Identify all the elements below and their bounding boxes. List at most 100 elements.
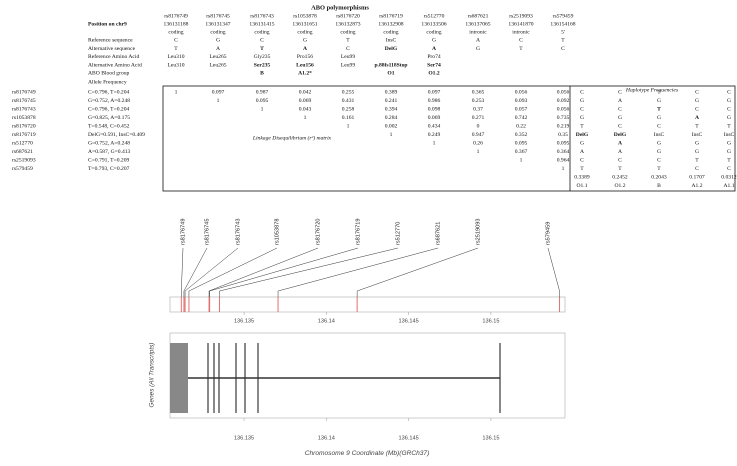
haplotype-allele: T bbox=[657, 89, 661, 95]
haplotype-allele: C bbox=[727, 106, 731, 112]
haplotype-allele: C bbox=[618, 157, 622, 163]
ld-row-snp: rs2519093 bbox=[12, 157, 36, 163]
cell: T bbox=[561, 38, 565, 44]
cell: coding bbox=[426, 29, 441, 35]
ld-value: 0.056 bbox=[557, 106, 570, 112]
ld-value: 1 bbox=[562, 166, 565, 172]
cell: 136132873 bbox=[335, 21, 360, 27]
haplotype-title: Haplotype Frequencies bbox=[625, 87, 678, 93]
haplotype-allele: A bbox=[580, 149, 584, 155]
ld-value: 1 bbox=[520, 157, 523, 163]
haplotype-allele: G bbox=[727, 115, 731, 121]
ld-value: 0.947 bbox=[472, 132, 485, 138]
ld-value: 0.26 bbox=[473, 140, 483, 146]
haplotype-allele: C bbox=[695, 166, 699, 172]
cell: Leu99 bbox=[341, 54, 355, 60]
cell: InsC bbox=[386, 38, 397, 44]
cell: Leu156 bbox=[296, 62, 314, 68]
ld-matrix-label: Linkage Disequilibrium (r²) matrix bbox=[252, 134, 332, 141]
snp-header: rs687621 bbox=[468, 13, 489, 19]
ld-value: 0.22 bbox=[516, 123, 526, 129]
cell: 136131188 bbox=[164, 21, 189, 27]
ld-value: 0.043 bbox=[299, 106, 312, 112]
haplotype-allele: G bbox=[695, 140, 699, 146]
ld-value: 0.069 bbox=[299, 98, 312, 104]
haplotype-frequency: 0.0312 bbox=[721, 174, 737, 180]
x-tick-label: 136.14 bbox=[318, 318, 335, 324]
snp-connector bbox=[209, 247, 359, 297]
cell: 136141870 bbox=[508, 21, 533, 27]
haplotype-allele: A bbox=[695, 115, 699, 121]
haplotype-allele: T bbox=[580, 123, 584, 129]
haplotype-allele: G bbox=[657, 115, 661, 121]
cell: 136132908 bbox=[378, 21, 403, 27]
ld-value: 0.042 bbox=[299, 89, 312, 95]
ld-value: 0.964 bbox=[557, 157, 570, 163]
x-tick-label: 136.15 bbox=[482, 435, 499, 441]
cell: coding bbox=[254, 29, 269, 35]
snp-connector bbox=[183, 247, 208, 297]
exon-block bbox=[170, 343, 188, 413]
haplotype-name: O1.2 bbox=[614, 183, 625, 189]
cell: T bbox=[260, 46, 264, 52]
x-tick-label: 136.135 bbox=[234, 318, 254, 324]
snp-header: rs8176719 bbox=[379, 13, 403, 19]
cell: 136131651 bbox=[292, 21, 317, 27]
haplotype-name: A1.1 bbox=[723, 183, 734, 189]
ld-value: 0.253 bbox=[472, 98, 485, 104]
haplotype-allele: T bbox=[657, 166, 661, 172]
cell: O1 bbox=[387, 70, 394, 76]
ld-value: 0.986 bbox=[428, 98, 441, 104]
snp-track-label: rs8176743 bbox=[235, 219, 241, 245]
allele-frequency: C=0.796, T=0.204 bbox=[88, 89, 130, 95]
haplotype-name: A1.2 bbox=[691, 183, 702, 189]
cell: G bbox=[303, 38, 307, 44]
cell: p.88fs118Stop bbox=[374, 62, 407, 68]
cell: C bbox=[346, 46, 350, 52]
haplotype-allele: C bbox=[695, 89, 699, 95]
ld-value: 1 bbox=[390, 132, 393, 138]
snp-track-label: rs2519093 bbox=[475, 219, 481, 245]
cell: G bbox=[216, 38, 220, 44]
haplotype-allele: C bbox=[727, 166, 731, 172]
cell: coding bbox=[210, 29, 225, 35]
haplotype-allele: G bbox=[727, 98, 731, 104]
cell: A bbox=[216, 46, 220, 52]
cell: coding bbox=[297, 29, 312, 35]
ld-value: 0.056 bbox=[557, 89, 570, 95]
haplotype-allele: A bbox=[618, 98, 622, 104]
haplotype-allele: T bbox=[580, 166, 584, 172]
cell: C bbox=[561, 46, 565, 52]
cell: A bbox=[432, 46, 436, 52]
ld-value: 0.002 bbox=[385, 123, 398, 129]
ld-value: 0.284 bbox=[385, 115, 398, 121]
cell: coding bbox=[168, 29, 183, 35]
ld-value: 1 bbox=[347, 123, 350, 129]
x-tick-label: 136.14 bbox=[318, 435, 335, 441]
snp-header: rs8176749 bbox=[164, 13, 188, 19]
ld-row-snp: rs687621 bbox=[12, 149, 33, 155]
ld-row-snp: rs8176743 bbox=[12, 106, 36, 112]
cell: intronic bbox=[512, 29, 530, 35]
snp-connector bbox=[181, 247, 184, 297]
snp-connector bbox=[547, 247, 560, 297]
cell: Gly235 bbox=[254, 54, 271, 60]
ld-value: 0.097 bbox=[428, 89, 441, 95]
haplotype-allele: G bbox=[657, 98, 661, 104]
ld-value: 0.394 bbox=[385, 106, 398, 112]
haplotype-allele: DelG bbox=[576, 132, 589, 138]
cell: C bbox=[260, 38, 264, 44]
haplotype-allele: T bbox=[695, 123, 699, 129]
ld-value: 1 bbox=[304, 115, 307, 121]
haplotype-allele: G bbox=[727, 140, 731, 146]
allele-frequency: G=0.825, A=0.175 bbox=[88, 115, 130, 121]
cell: G bbox=[432, 38, 436, 44]
cell: A1.2* bbox=[298, 70, 312, 76]
allele-frequency: G=0.752, A=0.248 bbox=[88, 98, 130, 104]
cell: 136131347 bbox=[205, 21, 230, 27]
cell: 136137065 bbox=[465, 21, 490, 27]
ld-value: 0.271 bbox=[472, 115, 485, 121]
ld-value: 0.056 bbox=[515, 89, 528, 95]
haplotype-allele: T bbox=[727, 123, 731, 129]
